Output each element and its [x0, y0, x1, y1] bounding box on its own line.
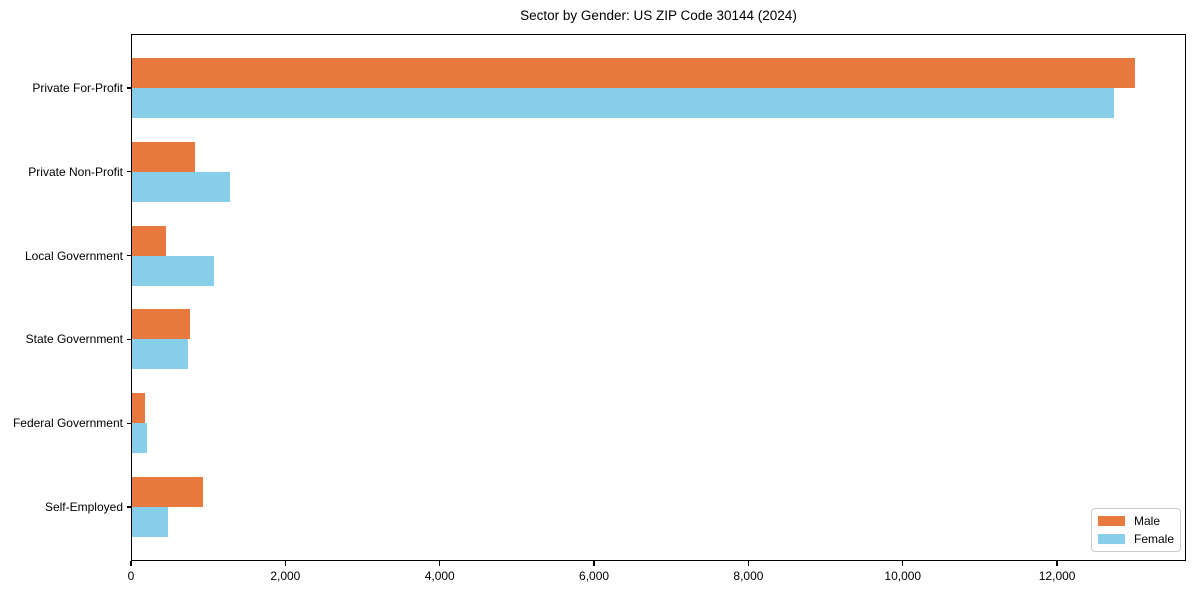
x-tick-mark — [593, 561, 595, 566]
y-tick-mark — [127, 422, 131, 424]
x-tick-label: 0 — [127, 569, 135, 583]
y-tick-label: Self-Employed — [44, 500, 123, 514]
x-tick-label: 10,000 — [884, 569, 922, 583]
legend: Male Female — [1091, 508, 1181, 552]
female-bar — [132, 171, 231, 202]
y-tick-mark — [127, 87, 131, 89]
female-bar — [132, 507, 168, 537]
x-tick-mark — [747, 561, 750, 566]
male-bar — [132, 58, 1136, 88]
female-bar — [132, 88, 1115, 118]
plot-area — [131, 34, 1186, 561]
male-bar — [132, 141, 196, 172]
x-tick-mark — [130, 561, 132, 566]
y-tick-mark — [127, 506, 131, 508]
x-tick-label: 8,000 — [733, 569, 764, 583]
y-tick-mark — [127, 338, 131, 341]
y-tick-label: Private Non-Profit — [28, 164, 123, 179]
legend-row-female: Female — [1098, 531, 1175, 546]
y-tick-mark — [127, 171, 131, 173]
x-tick-mark — [1056, 561, 1058, 566]
legend-row-male: Male — [1098, 513, 1174, 528]
x-tick-label: 4,000 — [424, 569, 455, 583]
female-bar — [132, 255, 214, 286]
x-tick-mark — [902, 561, 904, 566]
male-legend-label: Male — [1134, 513, 1161, 528]
female-bar — [132, 339, 188, 370]
x-tick-label: 6,000 — [579, 569, 610, 583]
x-tick-mark — [284, 561, 286, 566]
female-legend-label: Female — [1134, 531, 1175, 546]
male-bar — [132, 225, 166, 256]
male-bar — [132, 477, 203, 507]
female-bar — [132, 423, 147, 454]
male-legend-swatch — [1098, 516, 1125, 526]
x-tick-label: 12,000 — [1038, 569, 1076, 583]
x-tick-label: 2,000 — [270, 569, 301, 583]
chart-title: Sector by Gender: US ZIP Code 30144 (202… — [520, 8, 797, 23]
x-tick-mark — [439, 561, 441, 566]
male-bar — [132, 393, 146, 424]
y-tick-mark — [127, 254, 131, 257]
y-tick-label: Federal Government — [12, 416, 123, 431]
female-legend-swatch — [1098, 534, 1125, 544]
y-tick-label: Local Government — [24, 248, 123, 263]
y-tick-label: State Government — [25, 332, 123, 347]
male-bar — [132, 309, 190, 340]
y-tick-label: Private For-Profit — [32, 81, 123, 95]
